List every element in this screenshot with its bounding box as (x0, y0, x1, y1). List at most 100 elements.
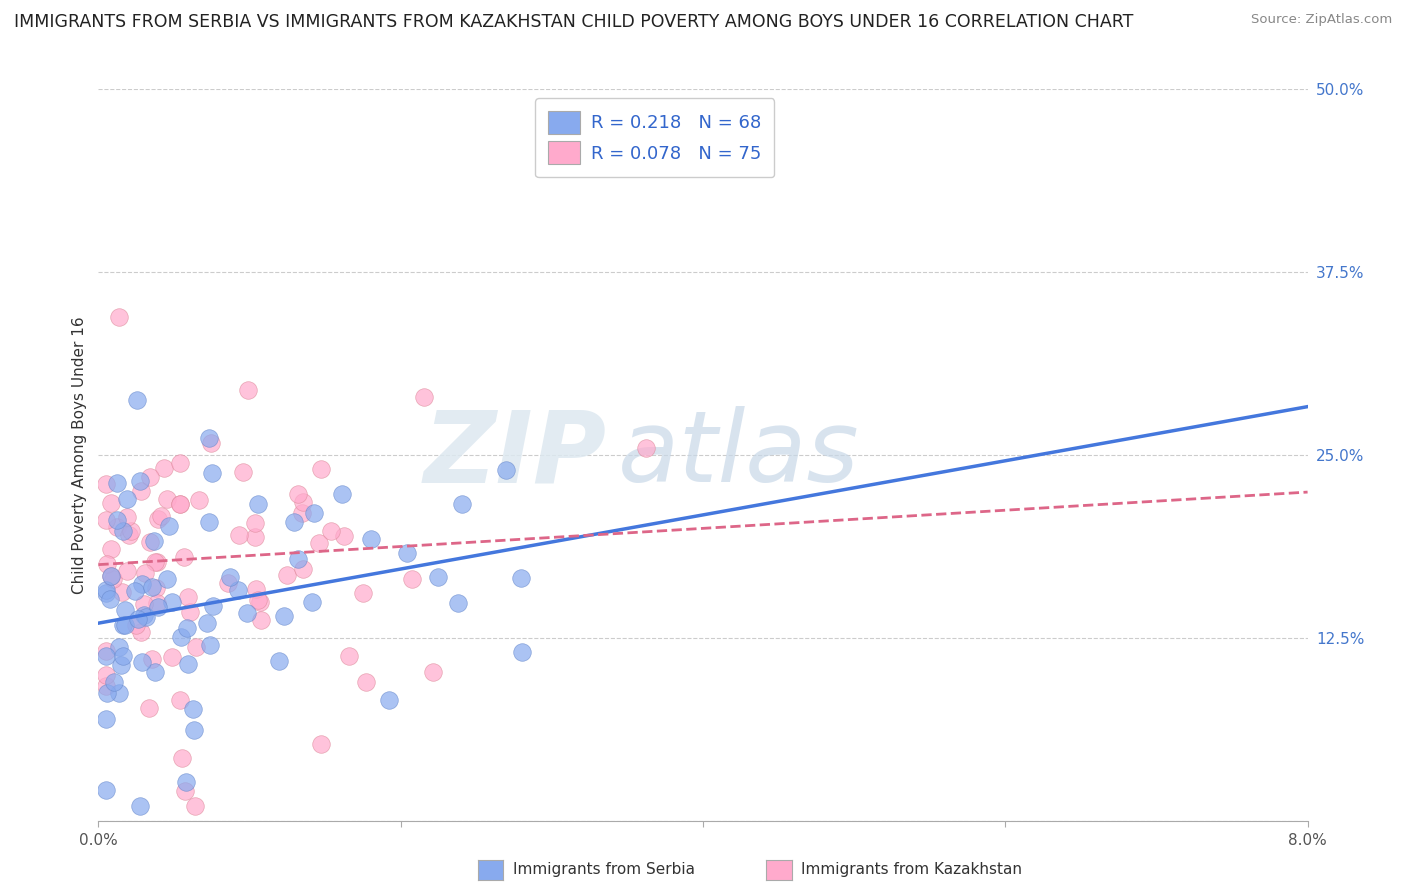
Point (94, 649, 117, 664)
Point (246, 497, 269, 511)
Point (156, 572, 179, 586)
Point (124, 583, 146, 598)
Point (226, 582, 249, 597)
Point (103, 675, 125, 690)
Point (94, 668, 117, 682)
Point (96, 686, 118, 700)
Point (195, 615, 218, 630)
Point (177, 657, 200, 671)
Point (94, 513, 117, 527)
Point (292, 562, 315, 576)
Point (401, 572, 423, 586)
Point (287, 487, 309, 501)
Point (184, 799, 207, 814)
Point (94, 583, 117, 598)
Point (197, 431, 219, 445)
Point (111, 585, 134, 599)
Point (301, 595, 323, 609)
Point (143, 665, 166, 680)
Point (145, 581, 167, 595)
Point (131, 655, 153, 669)
Point (173, 550, 195, 565)
Point (287, 551, 309, 566)
Point (149, 508, 172, 523)
Text: Source: ZipAtlas.com: Source: ZipAtlas.com (1251, 13, 1392, 27)
Point (157, 518, 180, 533)
Point (243, 516, 266, 531)
Point (198, 638, 221, 652)
Point (173, 784, 195, 798)
Y-axis label: Child Poverty Among Boys Under 16: Child Poverty Among Boys Under 16 (72, 316, 87, 594)
Point (108, 310, 131, 325)
Text: IMMIGRANTS FROM SERBIA VS IMMIGRANTS FROM KAZAKHSTAN CHILD POVERTY AMONG BOYS UN: IMMIGRANTS FROM SERBIA VS IMMIGRANTS FRO… (14, 13, 1133, 31)
Point (413, 390, 436, 404)
Point (127, 612, 149, 626)
Point (172, 751, 194, 765)
Point (94, 783, 117, 797)
Point (100, 569, 122, 583)
Point (426, 569, 449, 583)
Point (273, 609, 295, 624)
Point (176, 621, 198, 635)
Point (118, 527, 141, 541)
Point (309, 462, 332, 476)
Point (120, 524, 142, 538)
Point (143, 555, 166, 569)
Point (249, 595, 271, 609)
Point (354, 675, 377, 690)
Point (100, 496, 122, 510)
Point (169, 497, 191, 511)
Point (169, 497, 191, 511)
Point (291, 495, 314, 509)
Point (146, 600, 169, 615)
Point (218, 570, 240, 584)
Point (132, 607, 155, 622)
Point (96, 557, 118, 571)
Point (304, 506, 326, 520)
Point (333, 528, 356, 542)
Point (309, 737, 332, 751)
Point (200, 466, 222, 480)
Point (105, 519, 128, 533)
Point (155, 492, 177, 507)
Point (377, 692, 399, 706)
Point (111, 524, 134, 538)
Point (129, 799, 152, 814)
Point (105, 475, 128, 490)
Point (245, 582, 267, 597)
Point (100, 569, 122, 583)
Point (125, 393, 148, 408)
Point (138, 701, 160, 715)
Point (148, 511, 170, 525)
Text: ZIP: ZIP (423, 407, 606, 503)
Point (360, 532, 382, 546)
Point (217, 576, 239, 591)
Point (139, 470, 162, 484)
Point (228, 528, 250, 542)
Point (174, 775, 197, 789)
Point (162, 650, 184, 665)
Point (246, 592, 269, 607)
Point (495, 463, 517, 477)
Point (141, 580, 163, 594)
Point (132, 597, 155, 611)
Point (422, 665, 444, 679)
Text: Immigrants from Serbia: Immigrants from Serbia (513, 863, 695, 877)
Point (100, 542, 122, 557)
Point (131, 576, 153, 591)
Point (135, 610, 157, 624)
Point (198, 515, 221, 529)
Point (94, 712, 117, 726)
Point (451, 497, 474, 511)
Point (170, 630, 193, 644)
Point (117, 491, 139, 506)
Point (169, 457, 191, 471)
Point (110, 657, 132, 672)
Point (125, 617, 148, 632)
Point (115, 510, 138, 524)
Text: Immigrants from Kazakhstan: Immigrants from Kazakhstan (801, 863, 1022, 877)
Point (129, 474, 152, 488)
Point (184, 640, 207, 654)
Point (321, 524, 343, 538)
Point (101, 572, 124, 586)
